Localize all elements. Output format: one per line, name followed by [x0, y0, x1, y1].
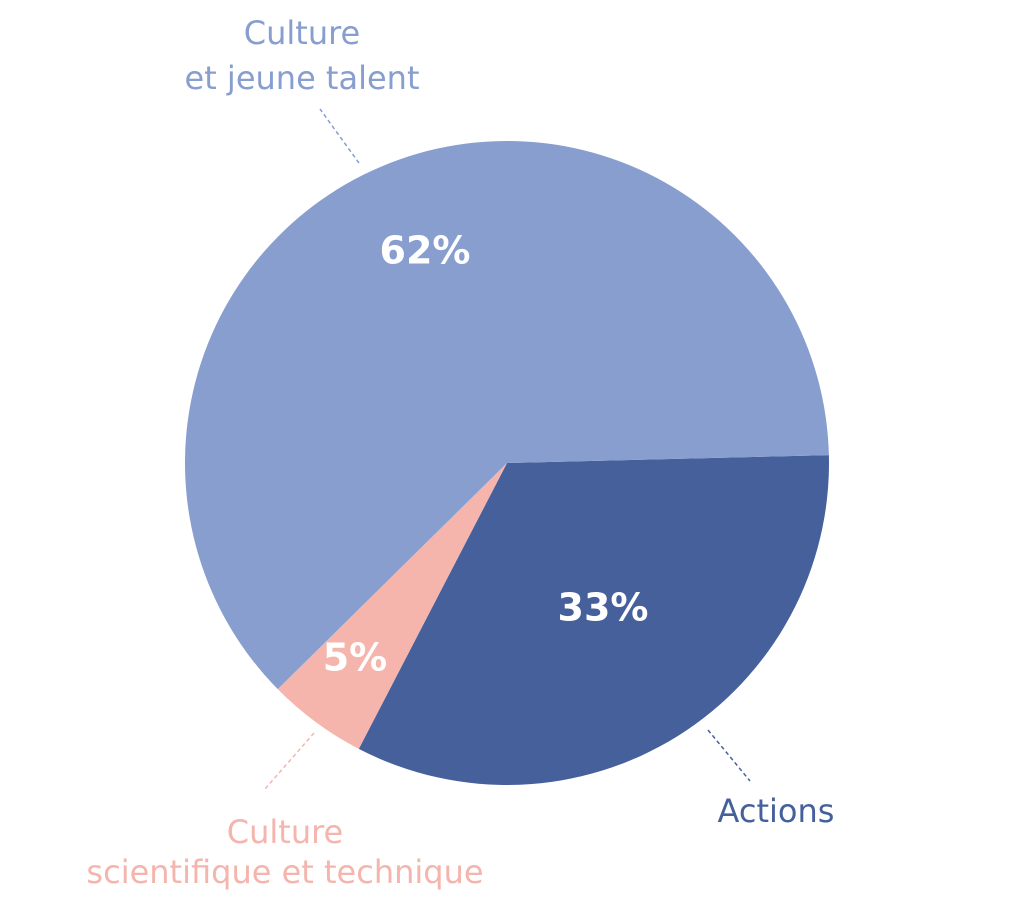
pie-slice-actions	[358, 455, 829, 785]
pie-slices	[184, 140, 829, 785]
leader-line-actions	[707, 729, 751, 782]
value-label-culture-et-jeune-talent: 62%	[380, 229, 471, 273]
category-label-culture-et-jeune-talent: Culture et jeune talent	[185, 14, 420, 97]
leader-lines	[264, 108, 751, 790]
category-label-culture-scientifique-et-technique: Culture scientifique et technique	[86, 813, 483, 891]
category-label-line: et jeune talent	[185, 59, 420, 97]
value-label-actions: 33%	[558, 586, 649, 630]
pie-slice-culture-scientifique-et-technique	[277, 463, 507, 749]
category-label-actions: Actions	[718, 792, 835, 830]
percentage-labels: 33% 5% 62%	[323, 229, 649, 680]
pie-slice-culture-et-jeune-talent	[184, 140, 829, 690]
category-label-line: Actions	[718, 792, 835, 830]
category-label-line: Culture	[244, 14, 360, 52]
leader-line-culture-scientifique-et-technique	[264, 732, 315, 790]
value-label-culture-scientifique-et-technique: 5%	[323, 636, 388, 680]
leader-line-culture-et-jeune-talent	[319, 108, 360, 164]
category-label-line: Culture	[227, 813, 343, 851]
category-label-line: scientifique et technique	[86, 853, 483, 891]
